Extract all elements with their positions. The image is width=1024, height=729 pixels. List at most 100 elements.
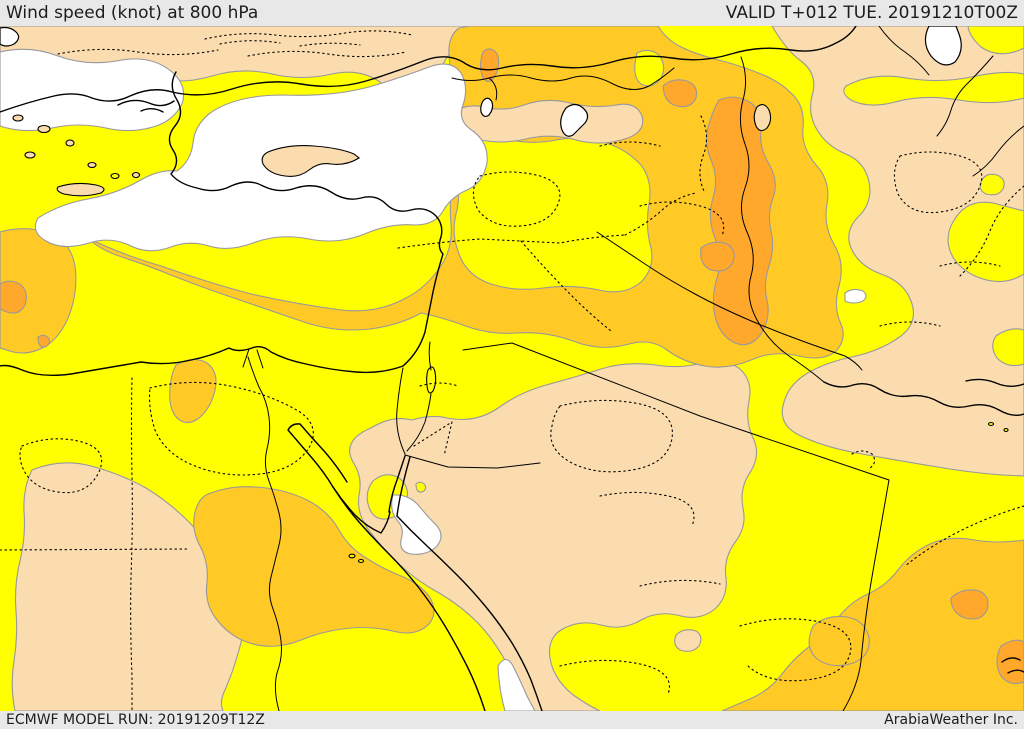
dotted-borders-and-contours [0, 30, 1024, 711]
fill-tan-small [674, 629, 702, 652]
fill-tan-central-saudi [349, 360, 758, 711]
contour-loop-saudi [550, 399, 673, 473]
israel-egypt-border [396, 367, 406, 455]
contour-loop-egypt [149, 381, 314, 476]
rhodes-island [131, 171, 141, 179]
euphrates-river [596, 231, 863, 371]
contour-loop-south-saudi [739, 618, 852, 682]
kuwait-border [851, 450, 876, 469]
syria-iraq-border [520, 240, 612, 332]
gulf-of-suez-coast [287, 423, 348, 488]
marmara-coast [117, 99, 175, 113]
egypt-sudan-border [0, 548, 189, 551]
cyprus-island [261, 145, 360, 177]
red-sea-east-coast [396, 515, 543, 711]
fill-orange-spot [479, 48, 500, 83]
balkan-borders [204, 30, 413, 40]
fill-yellow-streak [843, 71, 1024, 106]
gulf-island [1003, 427, 1009, 433]
caspian-sea [924, 26, 962, 66]
nile-delta-branches [242, 348, 264, 369]
header-bar: Wind speed (knot) at 800 hPa VALID T+012… [0, 0, 1024, 26]
aegean-island [37, 124, 51, 134]
fill-gold-central-egypt [193, 486, 435, 647]
contour-line [599, 491, 695, 527]
persian-gulf-coast [823, 378, 1024, 674]
contour-loop-libya [19, 438, 103, 494]
contour-line [904, 185, 1024, 567]
jordan-rift-lines [406, 341, 432, 452]
jordan-saudi-border [404, 454, 541, 469]
lake-tuz [480, 97, 494, 118]
fill-yellow-streak [992, 328, 1024, 367]
validity-timestamp: VALID T+012 TUE. 20191210T00Z [725, 2, 1018, 23]
mediterranean-levant-coast [0, 71, 444, 377]
red-sea-island [357, 558, 365, 564]
lake-urmia [753, 104, 772, 132]
contour-line [879, 261, 1001, 327]
fill-yellow-streak [967, 26, 1024, 55]
page-title: Wind speed (knot) at 800 hPa [6, 2, 259, 23]
contour-line [599, 141, 661, 147]
fill-white-aegean [0, 48, 185, 132]
black-sea-coast [0, 26, 857, 113]
coastlines [0, 26, 1024, 711]
euphrates-headwaters [451, 67, 675, 101]
turkey-iran-border [699, 115, 708, 194]
saudi-oman-border [842, 479, 890, 711]
fill-orange-spot [996, 639, 1024, 685]
contour-line [639, 579, 721, 587]
red-sea-island [348, 553, 356, 559]
fill-orange-spot [662, 79, 698, 108]
fill-white-anatolia-eastmed [34, 63, 488, 252]
contour-loop-iran [893, 151, 983, 214]
fill-white-red-sea [391, 494, 442, 555]
aegean-island [110, 172, 120, 180]
fill-tan-southwest-egypt [11, 462, 244, 711]
contour-fills [0, 26, 1024, 711]
weather-map [0, 26, 1024, 711]
contour-line [419, 382, 459, 387]
aegean-island [65, 139, 75, 147]
fill-tan-northeast-iran [771, 26, 1024, 477]
fill-white-south-red-sea [497, 658, 536, 711]
fill-gold-nile-delta [169, 358, 217, 424]
aegean-island [87, 161, 97, 169]
brand-label: ArabiaWeather Inc. [884, 712, 1018, 728]
fill-yellow-streak [947, 201, 1024, 283]
contour-line [219, 40, 361, 47]
footer-bar: ECMWF MODEL RUN: 20191209T12Z ArabiaWeat… [0, 711, 1024, 729]
aegean-island [12, 114, 24, 122]
contour-line [57, 48, 219, 56]
turkey-iraq-border [624, 192, 697, 236]
model-run-label: ECMWF MODEL RUN: 20191209T12Z [6, 712, 265, 728]
saudi-iraq-border [462, 342, 890, 481]
contour-line [639, 201, 725, 237]
contour-line [247, 50, 407, 58]
iran-iraq-border [739, 56, 825, 383]
thrace-coast-blob [0, 26, 20, 47]
fill-yellow-pocket [415, 481, 427, 493]
lake-van [560, 103, 589, 137]
fill-white-gulf-head [844, 288, 867, 304]
fill-yellow-streak [979, 173, 1005, 196]
islands-and-lakes [0, 26, 1009, 564]
rivers-and-borders [247, 26, 1024, 711]
gulf-island [987, 421, 995, 427]
aegean-island [24, 151, 36, 159]
fill-orange-spot [700, 241, 735, 272]
fill-orange-iraq-core [705, 96, 776, 346]
fill-orange-spot [950, 589, 989, 620]
contour-loop-syria [472, 171, 561, 227]
fill-orange-spot [37, 334, 51, 348]
nile-river [247, 356, 282, 711]
jordan-border-zigzag [413, 420, 453, 457]
fill-tan-east-anatolia [447, 99, 644, 144]
fill-gold-south-saudi [808, 615, 870, 667]
dead-sea [426, 366, 437, 394]
fill-orange-spot [0, 280, 27, 314]
red-sea-west-coast [332, 486, 486, 711]
contour-line [559, 659, 670, 695]
crete-island [56, 182, 105, 197]
fill-gold-southeast-corner [721, 537, 1024, 711]
